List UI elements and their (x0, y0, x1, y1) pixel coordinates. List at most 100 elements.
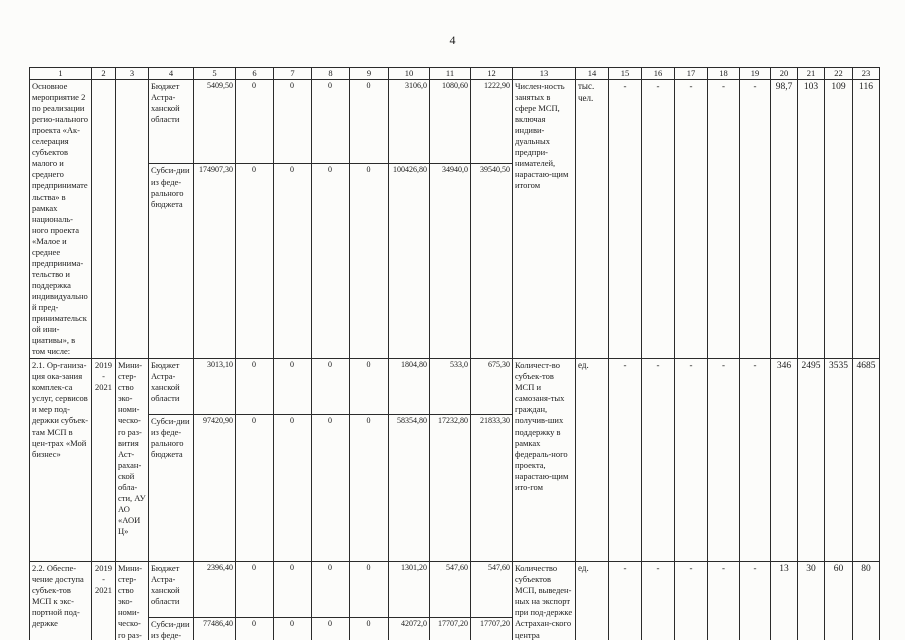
dash: - (608, 561, 642, 640)
amount: 0 (273, 358, 312, 416)
table-row: 2.2. Обеспе-чение доступа субъек-тов МСП… (29, 561, 880, 640)
amount: 0 (235, 163, 274, 360)
amount: 3106,0 (388, 79, 430, 165)
amount: 0 (349, 79, 389, 165)
target-value: 116 (852, 79, 880, 360)
amount: 77486,40 (193, 617, 236, 640)
dash: - (641, 561, 675, 640)
amount: 34940,0 (429, 163, 471, 360)
table-subrow: Субси-дии из феде-рального бюджета 97420,… (30, 414, 880, 563)
column-number: 4 (148, 66, 194, 81)
table-body: 1 2 3 4 5 6 7 8 9 10 11 12 13 14 15 16 17 18 19 20 21 22 23 Осн… (29, 66, 880, 640)
amount: 174907,30 (193, 163, 236, 360)
dash: - (739, 79, 771, 360)
amount: 0 (235, 79, 274, 165)
amount: 0 (273, 561, 312, 619)
amount: 39540,50 (470, 163, 513, 360)
amount: 0 (235, 414, 274, 563)
amount: 1301,20 (388, 561, 430, 619)
column-number: 21 (797, 66, 825, 81)
amount: 0 (311, 163, 350, 360)
amount: 1080,60 (429, 79, 471, 165)
amount: 0 (311, 358, 350, 416)
amount: 0 (349, 617, 389, 640)
dash: - (739, 561, 771, 640)
column-number: 15 (608, 66, 642, 81)
dash: - (608, 79, 642, 360)
measure-name: Основное мероприятие 2 по реализации рег… (29, 79, 92, 360)
target-value: 109 (824, 79, 853, 360)
indicator: Числен-ность занятых в сфере МСП, включа… (512, 79, 576, 360)
dash: - (707, 561, 740, 640)
amount: 1222,90 (470, 79, 513, 165)
table-row: 2.1. Ор-ганиза-ция ока-зания комплек-са … (29, 358, 880, 563)
column-number: 11 (429, 66, 471, 81)
funding-source: Субси-дии из феде-рального бюджета (148, 414, 194, 563)
unit: тыс. чел. (575, 79, 609, 360)
column-number: 8 (311, 66, 350, 81)
amount: 97420,90 (193, 414, 236, 563)
column-number: 19 (739, 66, 771, 81)
dash: - (707, 79, 740, 360)
period: 2019 - 2021 (91, 358, 116, 563)
unit: ед. (575, 358, 609, 563)
target-value: 2495 (797, 358, 825, 563)
column-number: 7 (273, 66, 312, 81)
column-number: 5 (193, 66, 236, 81)
column-number: 1 (29, 66, 92, 81)
column-number: 16 (641, 66, 675, 81)
amount: 42072,0 (388, 617, 430, 640)
amount: 533,0 (429, 358, 471, 416)
dash: - (641, 358, 675, 563)
dash: - (739, 358, 771, 563)
column-number: 2 (91, 66, 116, 81)
dash: - (608, 358, 642, 563)
target-value: 60 (824, 561, 853, 640)
target-value: 80 (852, 561, 880, 640)
amount: 0 (311, 561, 350, 619)
column-number: 17 (674, 66, 708, 81)
page-number: 4 (449, 33, 456, 47)
funding-source: Бюджет Астра-ханской области (148, 79, 194, 165)
dash: - (674, 561, 708, 640)
amount: 17707,20 (429, 617, 471, 640)
column-number: 10 (388, 66, 430, 81)
column-number: 22 (824, 66, 853, 81)
table-subrow: Субси-дии из феде-рального бюджета 174907… (30, 163, 880, 360)
table-row: Основное мероприятие 2 по реализации рег… (29, 79, 880, 360)
executor: Мини-стер-ство эко-номи-ческо-го раз-вит… (115, 358, 149, 563)
target-value: 13 (770, 561, 798, 640)
amount: 5409,50 (193, 79, 236, 165)
column-number: 13 (512, 66, 576, 81)
amount: 17707,20 (470, 617, 513, 640)
dash: - (641, 79, 675, 360)
column-number: 14 (575, 66, 609, 81)
measure-name: 2.1. Ор-ганиза-ция ока-зания комплек-са … (29, 358, 92, 563)
column-number: 12 (470, 66, 513, 81)
period: 2019 - 2021 (91, 561, 116, 640)
amount: 17232,80 (429, 414, 471, 563)
column-number: 18 (707, 66, 740, 81)
measure-name: 2.2. Обеспе-чение доступа субъек-тов МСП… (29, 561, 92, 640)
amount: 0 (273, 617, 312, 640)
column-number: 9 (349, 66, 389, 81)
amount: 547,60 (470, 561, 513, 619)
amount: 0 (349, 358, 389, 416)
amount: 0 (273, 414, 312, 563)
funding-source: Бюджет Астра-ханской области (148, 561, 194, 619)
amount: 675,30 (470, 358, 513, 416)
column-number: 3 (115, 66, 149, 81)
executor: Мини-стер-ство эко-номи-ческо-го раз-вит… (115, 561, 149, 640)
column-number: 6 (235, 66, 274, 81)
amount: 0 (349, 561, 389, 619)
program-table: 1 2 3 4 5 6 7 8 9 10 11 12 13 14 15 16 17 18 19 20 21 22 23 Осн… (29, 66, 880, 640)
funding-source: Бюджет Астра-ханской области (148, 358, 194, 416)
column-number-row: 1 2 3 4 5 6 7 8 9 10 11 12 13 14 15 16 17 18 19 20 21 22 23 (29, 66, 880, 81)
amount: 2396,40 (193, 561, 236, 619)
indicator: Количество субъектов МСП, выведен-ных на… (512, 561, 576, 640)
amount: 0 (235, 358, 274, 416)
amount: 547,60 (429, 561, 471, 619)
amount: 0 (349, 414, 389, 563)
amount: 1804,80 (388, 358, 430, 416)
